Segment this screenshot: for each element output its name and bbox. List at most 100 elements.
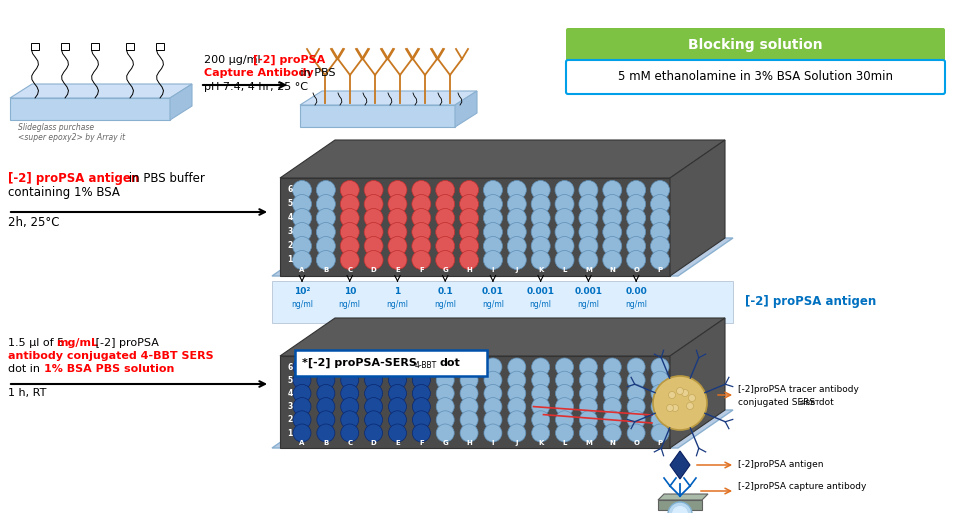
Circle shape [627,411,645,429]
Text: 1: 1 [394,287,401,296]
Text: J: J [516,267,518,273]
Text: D: D [371,267,377,273]
Circle shape [626,194,645,213]
Circle shape [531,424,550,442]
Text: ng/ml: ng/ml [339,300,361,309]
Circle shape [364,424,383,442]
Circle shape [687,403,693,409]
Circle shape [340,384,359,402]
Circle shape [603,194,621,213]
Circle shape [672,506,688,513]
Circle shape [364,223,383,242]
Circle shape [388,358,407,376]
Circle shape [626,250,645,269]
Circle shape [626,223,645,242]
Circle shape [364,194,383,213]
Circle shape [555,424,573,442]
Text: 0.00: 0.00 [625,287,647,296]
Circle shape [531,358,550,376]
Circle shape [484,411,502,429]
Circle shape [603,223,621,242]
Text: N: N [609,440,616,446]
Circle shape [388,398,407,416]
Text: 0.1: 0.1 [437,287,453,296]
Circle shape [651,371,669,389]
Circle shape [340,223,360,242]
Text: Slideglass purchase
<super epoxy2> by Array it: Slideglass purchase <super epoxy2> by Ar… [18,123,125,143]
Polygon shape [170,84,192,120]
Circle shape [364,250,383,269]
Circle shape [340,236,360,255]
Text: 2h, 25°C: 2h, 25°C [8,216,59,229]
Circle shape [507,236,526,255]
Text: P: P [658,440,663,446]
Circle shape [293,384,311,402]
Text: [-2]proPSA tracer antibody: [-2]proPSA tracer antibody [738,385,859,394]
Circle shape [411,223,431,242]
Bar [31,43,39,50]
Circle shape [412,384,431,402]
Text: conjugated SERS: conjugated SERS [738,398,815,407]
Circle shape [650,250,669,269]
Circle shape [508,411,526,429]
Text: ng/ml: ng/ml [577,300,599,309]
Circle shape [579,223,597,242]
Circle shape [579,371,597,389]
Circle shape [412,424,431,442]
Polygon shape [280,178,670,276]
Text: 10: 10 [343,287,356,296]
Text: 5: 5 [288,376,292,385]
Text: A: A [299,267,305,273]
Circle shape [435,250,455,269]
Circle shape [650,208,669,227]
Circle shape [293,398,311,416]
Circle shape [483,223,503,242]
Text: [-2] proPSA antigen: [-2] proPSA antigen [8,172,139,185]
Text: F: F [419,267,424,273]
Circle shape [603,398,621,416]
Text: 1.5 μl of 5: 1.5 μl of 5 [8,338,68,348]
Circle shape [555,223,574,242]
Polygon shape [658,494,708,500]
Polygon shape [272,238,733,276]
Text: F: F [419,440,424,446]
Circle shape [508,398,526,416]
Circle shape [316,223,336,242]
Text: ng/ml: ng/ml [434,300,456,309]
Circle shape [531,208,550,227]
Circle shape [411,250,431,269]
Circle shape [650,223,669,242]
Text: 4: 4 [288,213,292,223]
Circle shape [316,384,335,402]
Circle shape [435,208,455,227]
Circle shape [388,208,407,227]
Circle shape [293,424,311,442]
Text: ng/ml: ng/ml [625,300,647,309]
Circle shape [412,398,431,416]
Circle shape [603,358,621,376]
FancyBboxPatch shape [566,28,945,62]
Circle shape [531,194,550,213]
Circle shape [435,181,455,200]
Circle shape [579,194,597,213]
Circle shape [579,384,597,402]
Circle shape [668,391,675,399]
Circle shape [292,223,312,242]
Circle shape [579,208,597,227]
Polygon shape [280,356,670,448]
Circle shape [412,411,431,429]
Circle shape [459,223,479,242]
Circle shape [531,384,550,402]
Circle shape [388,424,407,442]
Text: 200 μg/ml: 200 μg/ml [204,55,264,65]
FancyBboxPatch shape [566,60,945,94]
Circle shape [603,424,621,442]
Circle shape [484,384,502,402]
Circle shape [667,404,673,411]
Circle shape [603,371,621,389]
Circle shape [316,358,335,376]
Circle shape [603,208,621,227]
Circle shape [316,181,336,200]
Circle shape [555,358,573,376]
Circle shape [340,181,360,200]
